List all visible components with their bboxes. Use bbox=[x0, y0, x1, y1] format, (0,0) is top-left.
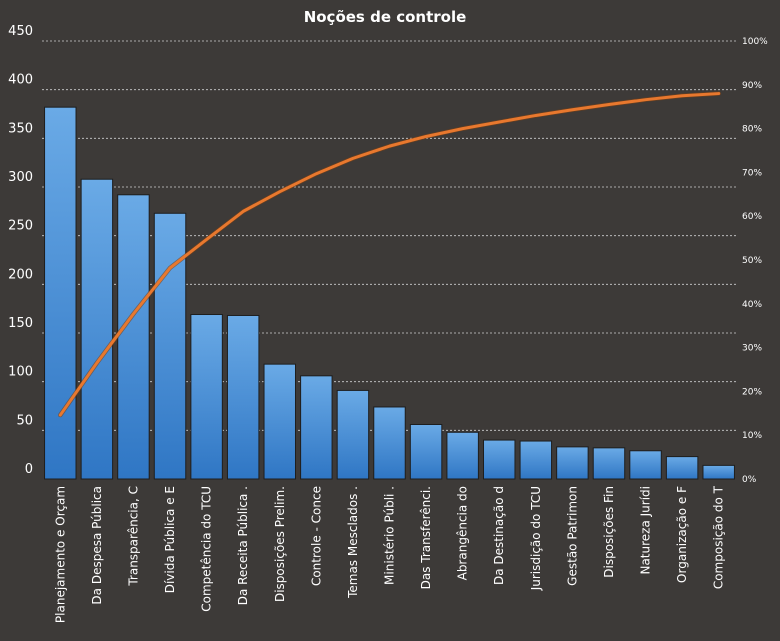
right-tick-label-10: 100% bbox=[742, 37, 768, 47]
left-tick-label-9: 450 bbox=[8, 24, 33, 39]
category-label-17: Organização e F bbox=[675, 486, 689, 583]
left-tick-label-1: 50 bbox=[16, 413, 33, 428]
category-labels: Planejamento e Orçam Da Despesa Pública Tr… bbox=[53, 485, 725, 623]
right-tick-label-8: 80% bbox=[742, 125, 762, 135]
bar-18 bbox=[702, 464, 735, 480]
category-label-9: Ministério Públi . bbox=[383, 486, 397, 585]
left-axis-ticks: 0 50 100 150 200 250 300 350 400 450 bbox=[8, 24, 33, 477]
category-label-3: Dívida Pública e E bbox=[163, 486, 177, 593]
category-label-7: Controle - Conce bbox=[309, 486, 323, 586]
right-tick-label-5: 50% bbox=[742, 256, 762, 266]
bar-8 bbox=[336, 389, 370, 480]
category-label-16: Natureza Jurídi bbox=[639, 486, 653, 575]
bar-16 bbox=[629, 450, 662, 480]
category-label-14: Gestão Patrimon bbox=[565, 486, 579, 586]
cumulative-line-series bbox=[58, 91, 721, 418]
bar-17 bbox=[665, 456, 699, 480]
bar-1 bbox=[80, 178, 114, 480]
category-label-8: Temas Mesclados . bbox=[346, 486, 360, 599]
left-tick-label-8: 400 bbox=[8, 73, 33, 88]
left-tick-label-0: 0 bbox=[25, 462, 33, 477]
bar-7 bbox=[300, 375, 333, 480]
category-label-13: Jurisdição do TCU bbox=[529, 486, 543, 591]
bar-10 bbox=[409, 423, 443, 480]
bar-14 bbox=[556, 446, 589, 480]
category-label-5: Da Receita Pública . bbox=[236, 486, 250, 605]
bar-4 bbox=[190, 314, 223, 480]
right-tick-label-6: 60% bbox=[742, 212, 762, 222]
bar-2 bbox=[117, 194, 150, 480]
chart-title: Noções de controle bbox=[304, 8, 467, 26]
category-label-0: Planejamento e Orçam bbox=[53, 486, 67, 623]
category-label-11: Abrangência do bbox=[456, 486, 470, 580]
bar-6 bbox=[263, 363, 296, 480]
bar-series bbox=[44, 106, 735, 480]
category-label-1: Da Despesa Pública bbox=[90, 486, 104, 605]
category-label-2: Transparência, C bbox=[126, 486, 140, 587]
left-tick-label-6: 300 bbox=[8, 170, 33, 185]
left-tick-label-3: 150 bbox=[8, 316, 33, 331]
left-tick-label-2: 100 bbox=[8, 365, 33, 380]
right-tick-label-7: 70% bbox=[742, 168, 762, 178]
left-tick-label-4: 200 bbox=[8, 267, 33, 282]
right-tick-label-9: 90% bbox=[742, 81, 762, 91]
right-tick-label-0: 0% bbox=[742, 475, 757, 485]
category-label-12: Da Destinação d bbox=[492, 486, 506, 585]
bar-9 bbox=[373, 406, 406, 480]
right-tick-label-1: 10% bbox=[742, 431, 762, 441]
bar-11 bbox=[446, 431, 479, 480]
category-label-18: Composição do T bbox=[712, 485, 726, 589]
bar-15 bbox=[592, 447, 626, 480]
category-label-4: Competência do TCU bbox=[200, 486, 214, 612]
category-label-6: Disposições Prelim. bbox=[273, 486, 287, 602]
bar-5 bbox=[226, 314, 260, 480]
left-tick-label-7: 350 bbox=[8, 121, 33, 136]
right-tick-label-3: 30% bbox=[742, 344, 762, 354]
right-tick-label-2: 20% bbox=[742, 387, 762, 397]
category-label-10: Das Transferênci. bbox=[419, 486, 433, 589]
left-tick-label-5: 250 bbox=[8, 219, 33, 234]
bar-13 bbox=[519, 440, 553, 480]
bar-12 bbox=[483, 439, 516, 480]
bar-3 bbox=[153, 212, 187, 480]
right-axis-ticks: 0% 10% 20% 30% 40% 50% 60% 70% 80% 90% 100% bbox=[742, 37, 768, 485]
category-label-15: Disposições Fin bbox=[602, 486, 616, 578]
bar-0 bbox=[44, 106, 77, 480]
right-tick-label-4: 40% bbox=[742, 300, 762, 310]
